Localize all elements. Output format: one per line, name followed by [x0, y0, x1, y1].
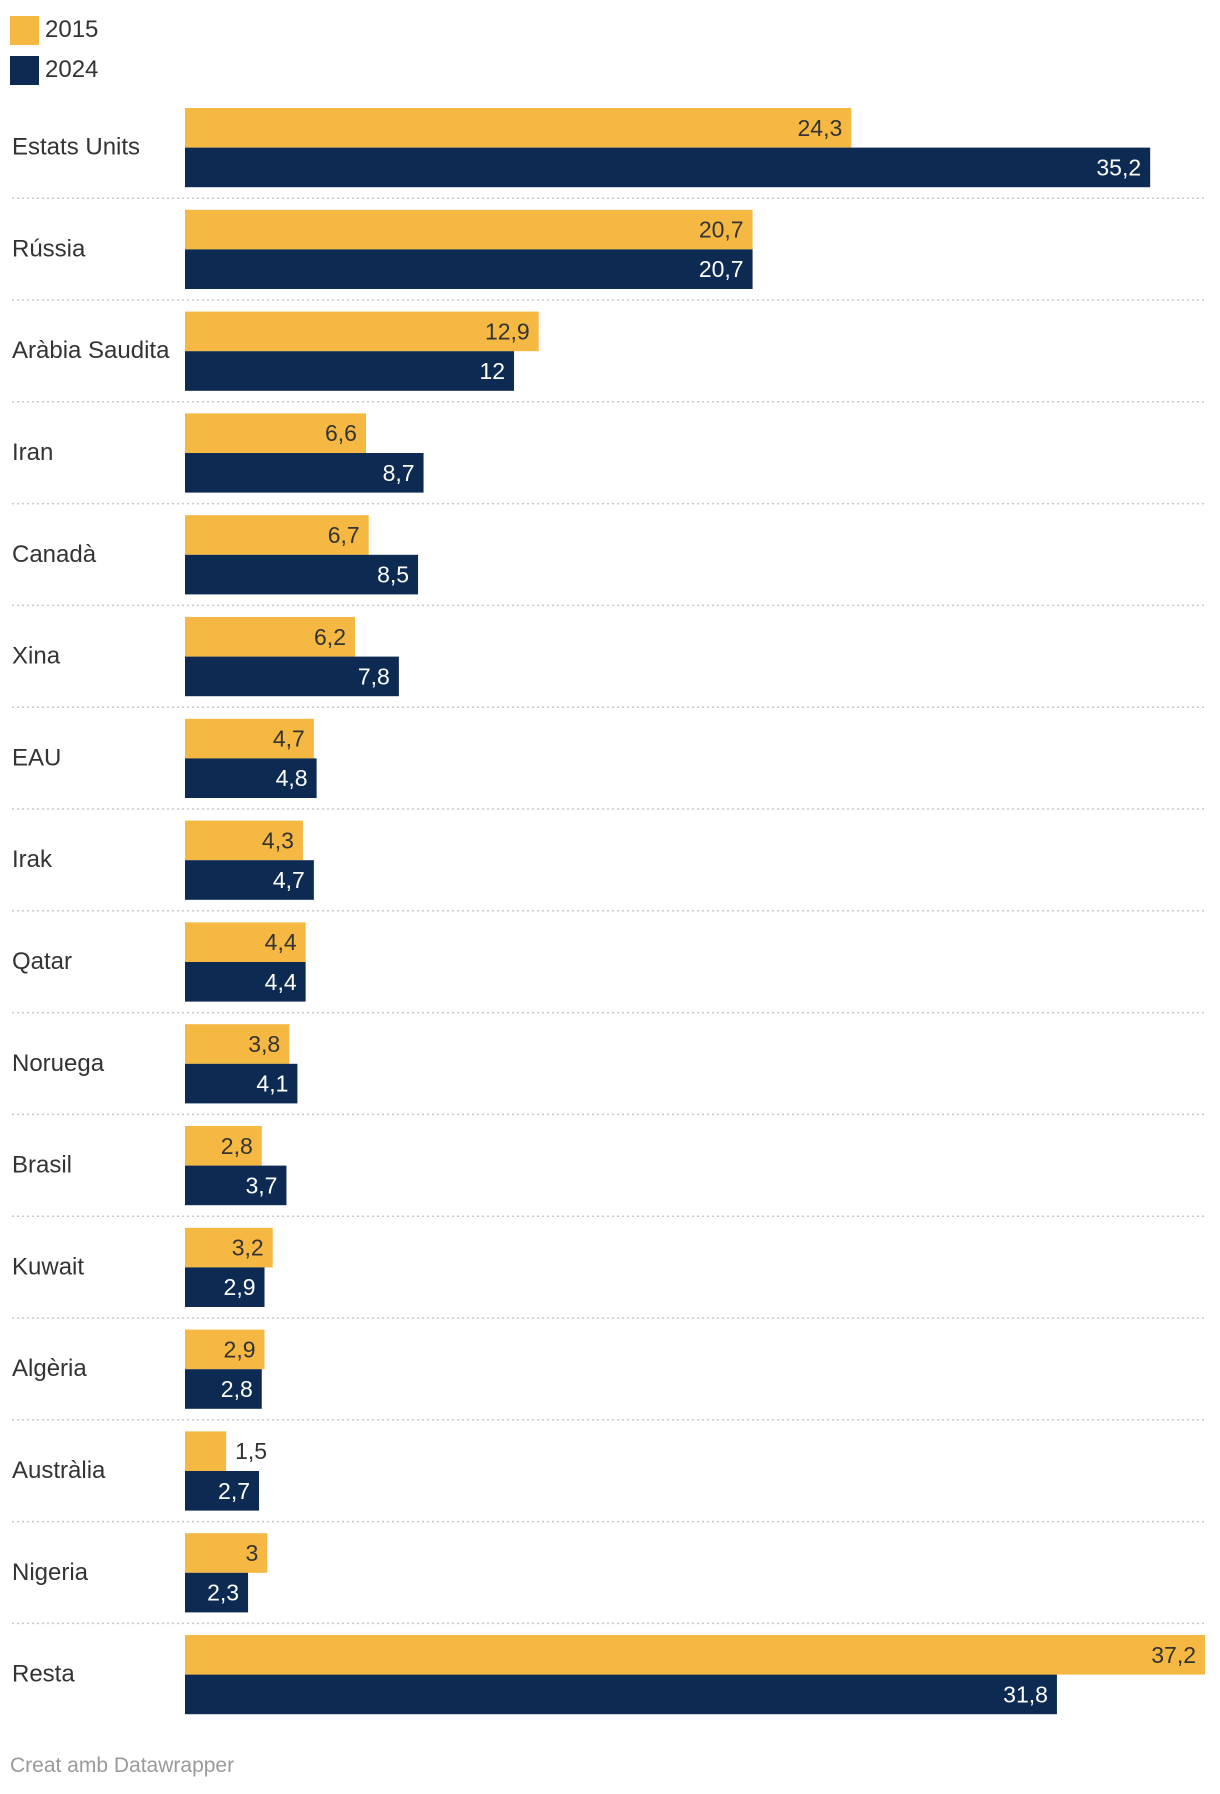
value-label-kuwait-2015: 3,2	[232, 1235, 264, 1261]
category-label-irak: Irak	[12, 846, 53, 873]
bar-australia-2024	[185, 1471, 260, 1511]
value-label-arabia-saudita-2024: 12	[479, 358, 505, 384]
legend-swatch-2024	[10, 55, 39, 85]
value-label-resta-2015: 37,2	[1151, 1642, 1196, 1668]
bar-canada-2015	[185, 515, 369, 555]
bar-chart: Estats Units 24,3 35,2 Rússia 20,7 20,7 Aràbia…	[12, 108, 1205, 1715]
value-label-arabia-saudita-2015: 12,9	[485, 318, 530, 344]
category-label-estats-units: Estats Units	[12, 134, 140, 161]
bar-australia-2015	[185, 1431, 227, 1471]
value-label-russia-2024: 20,7	[699, 256, 744, 282]
category-label-noruega: Noruega	[12, 1050, 105, 1077]
legend-label-2015: 2015	[45, 16, 99, 43]
bar-eau-2015	[185, 718, 314, 759]
bar-arabia-saudita-2015	[185, 311, 539, 352]
value-label-eau-2024: 4,8	[276, 765, 308, 791]
bar-noruega-2024	[185, 1063, 298, 1104]
bar-algeria-2024	[185, 1369, 262, 1409]
category-label-brasil: Brasil	[12, 1152, 72, 1179]
value-label-kuwait-2024: 2,9	[224, 1274, 256, 1300]
value-label-qatar-2015: 4,4	[265, 929, 297, 955]
value-label-resta-2024: 31,8	[1003, 1681, 1048, 1707]
value-label-estats-units-2015: 24,3	[798, 115, 843, 141]
bar-algeria-2015	[185, 1329, 265, 1370]
bar-russia-2024	[185, 249, 753, 289]
value-label-nigeria-2024: 2,3	[207, 1580, 239, 1606]
bar-qatar-2015	[185, 922, 306, 962]
value-label-eau-2015: 4,7	[273, 726, 305, 752]
value-label-australia-2015: 1,5	[235, 1438, 267, 1464]
category-label-kuwait: Kuwait	[12, 1253, 84, 1280]
bar-canada-2024	[185, 554, 419, 595]
bar-noruega-2015	[185, 1024, 290, 1064]
legend-swatch-2015	[10, 15, 39, 45]
bar-resta-2015	[185, 1635, 1205, 1675]
legend-label-2024: 2024	[45, 56, 99, 83]
legend-item-2024: 2024	[10, 50, 98, 90]
bar-estats-units-2015	[185, 108, 852, 148]
category-label-iran: Iran	[12, 439, 53, 466]
category-label-qatar: Qatar	[12, 948, 72, 975]
value-label-algeria-2015: 2,9	[224, 1336, 256, 1362]
bar-estats-units-2024	[185, 147, 1151, 188]
value-label-xina-2015: 6,2	[314, 624, 346, 650]
category-label-nigeria: Nigeria	[12, 1559, 89, 1586]
value-label-noruega-2015: 3,8	[248, 1031, 280, 1057]
value-label-irak-2015: 4,3	[262, 827, 294, 853]
bar-brasil-2024	[185, 1165, 287, 1206]
value-label-irak-2024: 4,7	[273, 867, 305, 893]
category-label-russia: Rússia	[12, 235, 86, 262]
bar-nigeria-2015	[185, 1533, 268, 1573]
bar-xina-2024	[185, 656, 399, 697]
value-label-australia-2024: 2,7	[218, 1478, 250, 1504]
value-label-brasil-2024: 3,7	[245, 1172, 277, 1198]
category-label-canada: Canadà	[12, 541, 97, 568]
bar-brasil-2015	[185, 1126, 262, 1166]
category-label-arabia-saudita: Aràbia Saudita	[12, 337, 170, 364]
value-label-nigeria-2015: 3	[245, 1540, 258, 1566]
bar-russia-2015	[185, 209, 753, 250]
category-label-resta: Resta	[12, 1661, 75, 1688]
value-label-xina-2024: 7,8	[358, 663, 390, 689]
value-label-noruega-2024: 4,1	[256, 1071, 288, 1097]
value-label-iran-2015: 6,6	[325, 420, 357, 446]
bar-kuwait-2024	[185, 1267, 265, 1307]
bar-nigeria-2024	[185, 1572, 249, 1613]
value-label-canada-2015: 6,7	[328, 522, 360, 548]
value-label-russia-2015: 20,7	[699, 217, 744, 243]
category-label-algeria: Algèria	[12, 1355, 87, 1382]
bar-iran-2015	[185, 413, 366, 453]
value-label-qatar-2024: 4,4	[265, 969, 297, 995]
value-label-brasil-2015: 2,8	[221, 1133, 253, 1159]
bar-irak-2015	[185, 820, 303, 861]
bar-eau-2024	[185, 758, 317, 798]
bar-resta-2024	[185, 1674, 1057, 1715]
legend-item-2015: 2015	[10, 10, 98, 50]
bar-kuwait-2015	[185, 1227, 273, 1268]
value-label-iran-2024: 8,7	[383, 460, 415, 486]
bar-qatar-2024	[185, 962, 306, 1002]
category-label-australia: Austràlia	[12, 1457, 106, 1484]
value-label-estats-units-2024: 35,2	[1096, 154, 1141, 180]
bar-xina-2015	[185, 617, 355, 657]
legend: 2015 2024	[10, 10, 98, 90]
bar-irak-2024	[185, 860, 314, 900]
category-label-xina: Xina	[12, 643, 61, 670]
value-label-algeria-2024: 2,8	[221, 1376, 253, 1402]
value-label-canada-2024: 8,5	[377, 562, 409, 588]
bar-iran-2024	[185, 453, 424, 493]
footer-credit: Creat amb Datawrapper	[10, 1754, 235, 1777]
bar-arabia-saudita-2024	[185, 351, 515, 391]
category-label-eau: EAU	[12, 744, 61, 771]
